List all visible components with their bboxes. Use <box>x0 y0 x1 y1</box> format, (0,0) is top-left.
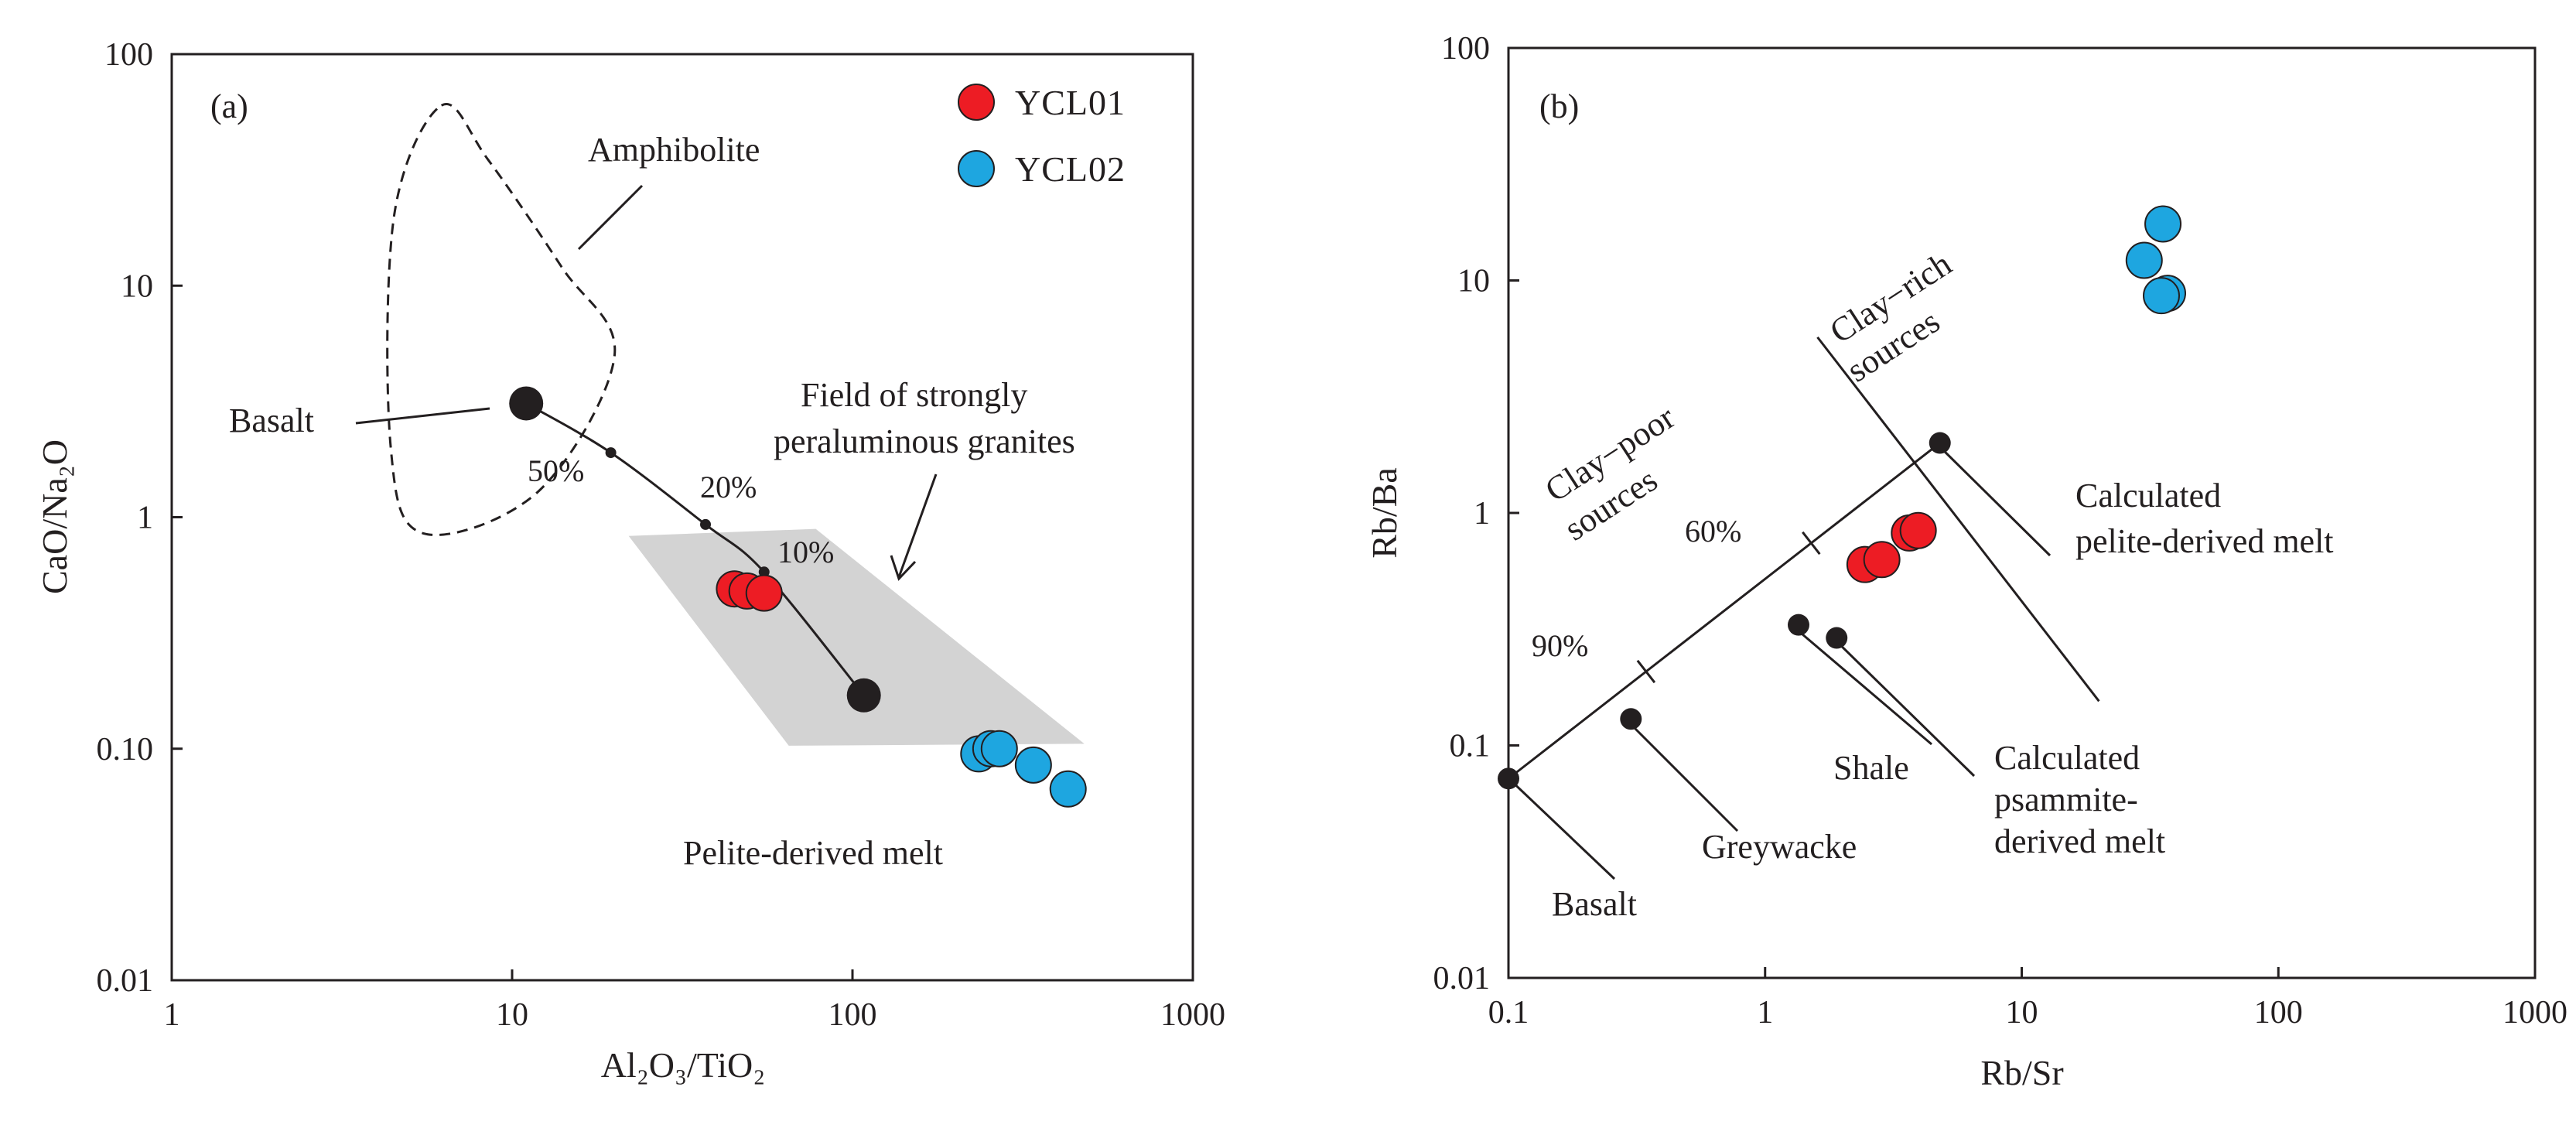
calc-pelite-label-line2: pelite-derived melt <box>2075 522 2334 560</box>
panel-b-sample-points <box>1846 205 2187 583</box>
panel-b-y-axis-label: Rb/Ba <box>1365 467 1404 559</box>
panel-b-label: (b) <box>1539 87 1579 125</box>
panel-a-x-tick-label: 1000 <box>1160 997 1225 1033</box>
basalt-leader-line <box>355 407 490 425</box>
pct-10-label: 10% <box>777 535 834 569</box>
panel-a-y-tick-label: 0.10 <box>97 732 154 767</box>
panel-b-y-tick-label: 100 <box>1441 31 1490 67</box>
reference-point <box>1929 432 1951 454</box>
basalt-label-a: Basalt <box>229 402 314 439</box>
panel-a: 1 10 100 1000 0.01 0.10 1 10 100 (a) Amphibolite… <box>35 37 1225 1085</box>
calc-psammite-label-line3: derived melt <box>1994 822 2165 860</box>
basalt-label-b: Basalt <box>1552 885 1637 923</box>
legend: YCL01 YCL02 <box>958 83 1126 189</box>
field-label-line2: peraluminous granites <box>774 422 1075 460</box>
calc-pelite-leader-line <box>1934 441 2052 557</box>
amphibolite-field-outline <box>386 103 617 537</box>
mixing-tick-dot <box>758 566 770 578</box>
amphibolite-leader-line <box>577 184 644 251</box>
mixing-tick-dot <box>605 447 617 459</box>
panel-a-plot-frame <box>170 53 1194 982</box>
panel-b-y-tick-label: 1 <box>1474 496 1490 532</box>
calc-psammite-label-line2: psammite- <box>1994 781 2138 819</box>
panel-b-x-tick-label: 100 <box>2254 995 2303 1031</box>
panel-a-y-tick-label: 0.01 <box>97 963 154 999</box>
panel-a-label: (a) <box>210 87 248 125</box>
reference-point <box>1787 614 1809 636</box>
pelite-melt-label: Pelite-derived melt <box>683 834 943 872</box>
panel-a-x-tick-label: 10 <box>496 997 528 1033</box>
reference-point <box>1498 767 1519 790</box>
reference-points <box>1498 432 1951 790</box>
mixing-end-members <box>509 386 881 713</box>
greywacke-label: Greywacke <box>1702 828 1857 866</box>
mixing-tick-dot <box>700 518 712 530</box>
panel-a-y-axis-label: CaO/Na₂O <box>35 439 74 594</box>
panel-b-x-tick-label: 10 <box>2006 995 2038 1031</box>
shale-label: Shale <box>1833 749 1909 787</box>
panel-b-x-tick-label: 1 <box>1757 995 1773 1031</box>
panel-b-y-tick-label: 0.1 <box>1450 729 1491 764</box>
end-member-point <box>846 678 881 713</box>
panel-a-sample-points <box>716 570 1087 808</box>
pct-60-label: 60% <box>1685 514 1741 549</box>
point-ycl01 <box>1863 541 1901 579</box>
mixing-line-tick-marks <box>1636 531 1821 684</box>
legend-ycl01-label: YCL01 <box>1015 83 1126 122</box>
panel-a-y-tick-label: 1 <box>137 501 153 536</box>
panel-b-x-tick-label: 1000 <box>2503 995 2567 1031</box>
mixing-curve-tick-marks <box>605 447 770 578</box>
panel-b-x-axis-label: Rb/Sr <box>1980 1053 2063 1092</box>
point-ycl02 <box>1014 746 1052 784</box>
calc-pelite-label-line1: Calculated <box>2075 477 2221 514</box>
panel-b-y-tick-label: 10 <box>1457 264 1490 299</box>
point-ycl02 <box>1049 770 1087 808</box>
field-label-line1: Field of strongly <box>801 376 1027 414</box>
panel-a-y-tick-label: 100 <box>104 37 153 73</box>
mixing-line-tick <box>1636 659 1656 684</box>
strongly-peraluminous-field <box>628 528 1085 746</box>
clay-division-line <box>1816 336 2100 702</box>
pct-20-label: 20% <box>700 470 757 504</box>
panel-b-x-tick-label: 0.1 <box>1488 995 1529 1031</box>
pct-90-label: 90% <box>1532 628 1588 663</box>
greywacke-leader-line <box>1626 720 1739 832</box>
calc-psammite-label-line1: Calculated <box>1994 739 2140 777</box>
legend-ycl02-label: YCL02 <box>1015 149 1126 189</box>
point-ycl01 <box>1899 511 1937 549</box>
point-ycl02 <box>2144 205 2182 243</box>
calc-psammite-leader-line <box>1830 634 1976 778</box>
shale-leader-line <box>1791 624 1932 746</box>
panel-a-x-tick-label: 1 <box>164 997 180 1033</box>
reference-point <box>1620 708 1642 730</box>
basalt-leader-line-b <box>1506 776 1616 880</box>
end-member-point <box>509 386 544 421</box>
point-ycl02 <box>2125 241 2163 279</box>
mixing-line <box>1508 442 1941 780</box>
point-ycl02 <box>980 730 1018 767</box>
panel-a-x-axis-label: Al₂O₃/TiO₂ <box>601 1045 766 1085</box>
reference-point <box>1826 627 1848 649</box>
field-arrow-shaft <box>897 473 938 578</box>
point-ycl01 <box>745 574 783 612</box>
field-arrow-head <box>890 555 917 581</box>
amphibolite-label: Amphibolite <box>588 131 760 169</box>
panel-a-ticks: 1 10 100 1000 0.01 0.10 1 10 100 <box>97 37 1226 1033</box>
panel-a-y-tick-label: 10 <box>121 268 153 304</box>
panel-a-x-tick-label: 100 <box>828 997 877 1033</box>
legend-ycl02-marker <box>958 150 995 187</box>
legend-ycl01-marker <box>958 84 995 121</box>
point-ycl02 <box>2142 277 2180 315</box>
panel-b-y-tick-label: 0.01 <box>1433 961 1491 996</box>
mixing-line-tick <box>1802 531 1821 555</box>
pct-50-label: 50% <box>528 453 584 488</box>
